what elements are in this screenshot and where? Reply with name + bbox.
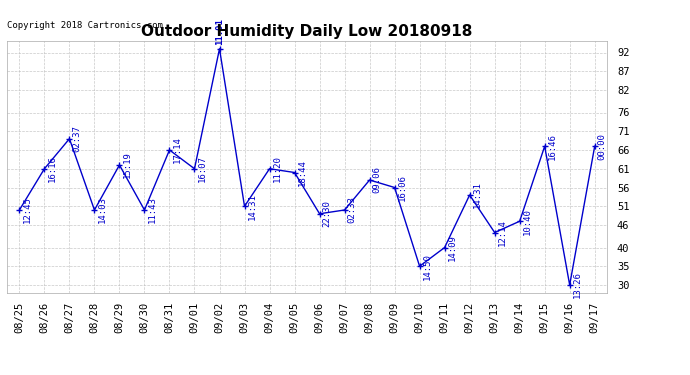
Text: 14:31: 14:31 (473, 182, 482, 209)
Text: 11:20: 11:20 (273, 155, 282, 182)
Text: 16:16: 16:16 (48, 155, 57, 182)
Text: Humidity  (%): Humidity (%) (567, 24, 644, 34)
Text: 12:45: 12:45 (22, 196, 32, 223)
Text: 12:14: 12:14 (497, 219, 506, 246)
Text: 18:44: 18:44 (297, 159, 306, 186)
Text: 16:06: 16:06 (397, 174, 406, 201)
Text: 02:33: 02:33 (348, 196, 357, 223)
Text: 14:09: 14:09 (448, 234, 457, 261)
Text: 16:46: 16:46 (548, 133, 557, 160)
Text: 16:07: 16:07 (197, 155, 206, 182)
Text: 22:30: 22:30 (322, 200, 332, 227)
Text: 17:14: 17:14 (172, 136, 181, 164)
Text: 14:50: 14:50 (422, 253, 432, 280)
Text: 11:01: 11:01 (215, 18, 224, 45)
Text: 13:26: 13:26 (573, 272, 582, 298)
Text: 14:31: 14:31 (248, 193, 257, 220)
Text: 09:06: 09:06 (373, 166, 382, 194)
Text: Copyright 2018 Cartronics.com: Copyright 2018 Cartronics.com (7, 21, 163, 30)
Text: 10:40: 10:40 (522, 208, 532, 235)
Title: Outdoor Humidity Daily Low 20180918: Outdoor Humidity Daily Low 20180918 (141, 24, 473, 39)
Text: 14:03: 14:03 (97, 196, 106, 223)
Text: 02:37: 02:37 (72, 125, 81, 152)
Text: 11:43: 11:43 (148, 196, 157, 223)
Text: 15:19: 15:19 (122, 152, 132, 178)
Text: 00:00: 00:00 (598, 133, 607, 160)
